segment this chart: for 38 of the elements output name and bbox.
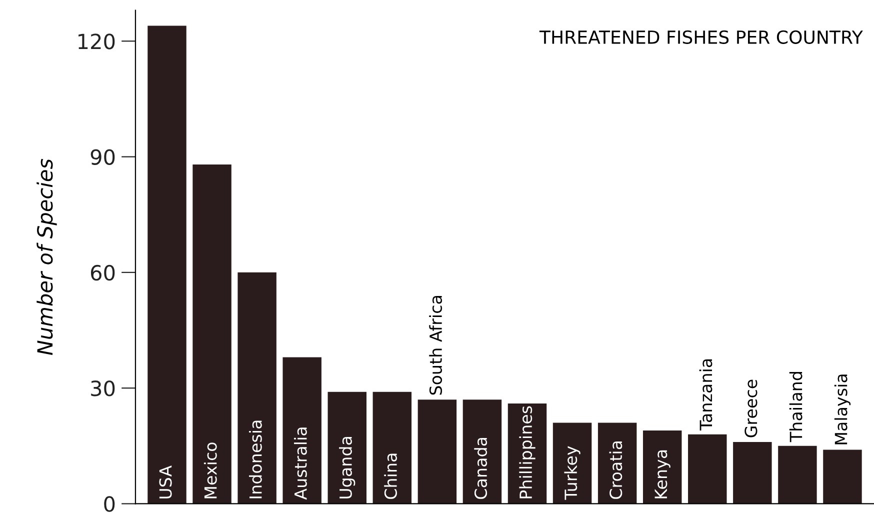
bar [282, 357, 322, 504]
y-tick-label: 90 [90, 149, 115, 165]
bar [642, 430, 682, 504]
bar [148, 26, 186, 504]
y-tick-label: 30 [91, 380, 115, 396]
bar [462, 400, 502, 504]
x-tick-label: Tanzania [699, 359, 712, 431]
bar [328, 392, 366, 504]
bar [372, 392, 412, 504]
x-tick-label: Indonesia [248, 420, 262, 498]
x-tick-label: Australia [294, 428, 307, 500]
bar [552, 422, 592, 504]
bar [238, 272, 276, 504]
y-tick-label: 60 [90, 264, 115, 281]
bar [778, 446, 817, 504]
text: THREATENED FISHES PER COUNTRY [539, 30, 863, 44]
x-tick-label: Kenya [654, 450, 670, 498]
x-tick-label: Mexico [204, 442, 217, 498]
y-axis-title: Number of Species [36, 158, 57, 356]
bar [688, 434, 727, 504]
x-tick-label: Thailand [789, 372, 802, 442]
bar [733, 442, 772, 504]
x-tick-label: China [384, 454, 397, 499]
y-tick-label: 0 [104, 496, 115, 512]
x-tick-label: South Africa [429, 296, 442, 395]
bar [598, 422, 637, 504]
x-tick-label: Uganda [339, 437, 356, 498]
x-tick-label: Greece [744, 380, 758, 438]
y-tick-label: 120 [78, 34, 115, 50]
x-tick-label: Malaysia [834, 374, 851, 444]
x-tick-label: Croatia [609, 441, 622, 499]
x-tick-label: Turkey [564, 446, 580, 500]
bar [418, 400, 457, 504]
x-tick-label: Canada [474, 438, 488, 499]
bar [823, 450, 862, 504]
bar [192, 164, 232, 504]
x-tick-label: Phillippines [519, 406, 536, 498]
x-tick-label: USA [159, 466, 172, 498]
